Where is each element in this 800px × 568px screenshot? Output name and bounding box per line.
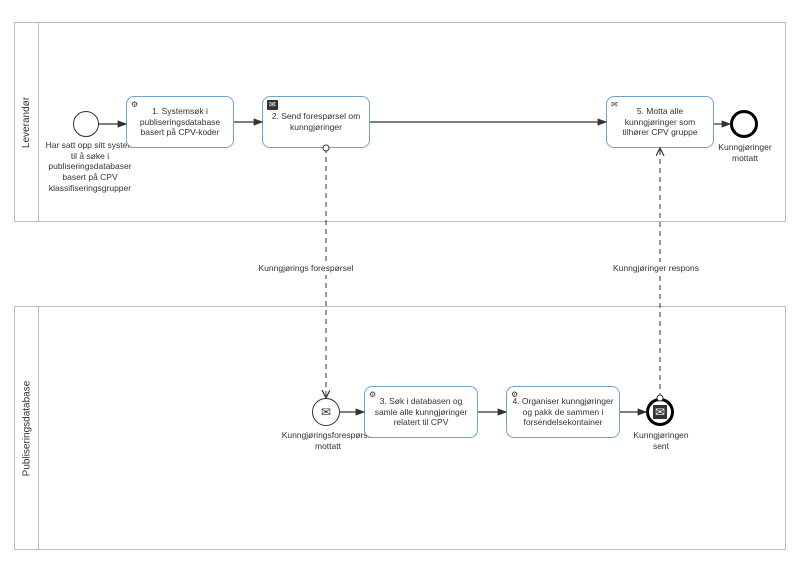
task-3-label: 3. Søk i databasen og samle alle kunngjø… xyxy=(369,396,473,428)
task-4-label: 4. Organiser kunngjøringer og pakk de sa… xyxy=(511,396,615,428)
end-event-top xyxy=(730,110,758,138)
pool-label-bottom: Publiseringsdatabase xyxy=(21,380,32,476)
pool-header-bottom: Publiseringsdatabase xyxy=(15,307,39,549)
pool-label-top: Leverandør xyxy=(21,96,32,147)
end-event-top-label: Kunngjøringer mottatt xyxy=(712,142,778,163)
task-4: ⚙ 4. Organiser kunngjøringer og pakk de … xyxy=(506,386,620,438)
task-1: ⚙ 1. Systemsøk i publiseringsdatabase ba… xyxy=(126,96,234,148)
message-flow-2-label: Kunngjøringer respons xyxy=(586,262,726,275)
task-1-label: 1. Systemsøk i publiseringsdatabase base… xyxy=(131,106,229,138)
task-2: ✉ 2. Send forespørsel om kunngjøringer xyxy=(262,96,370,148)
start-event-top xyxy=(73,111,99,137)
pool-header-top: Leverandør xyxy=(15,23,39,221)
send-icon: ✉ xyxy=(267,100,278,110)
gear-icon: ⚙ xyxy=(369,390,376,400)
receive-icon: ✉ xyxy=(611,100,618,110)
start-event-top-label: Har satt opp sitt system til å søke i pu… xyxy=(42,140,138,193)
envelope-icon: ✉ xyxy=(321,405,331,419)
start-event-bottom: ✉ xyxy=(312,398,340,426)
gear-icon: ⚙ xyxy=(511,390,518,400)
task-5-label: 5. Motta alle kunngjøringer som tilhører… xyxy=(611,106,709,138)
end-event-bottom-label: Kunngjøringen sent xyxy=(628,430,694,451)
task-3: ⚙ 3. Søk i databasen og samle alle kunng… xyxy=(364,386,478,438)
message-flow-1-label: Kunngjørings forespørsel xyxy=(236,262,376,275)
end-event-bottom: ✉ xyxy=(646,398,674,426)
gear-icon: ⚙ xyxy=(131,100,138,110)
task-5: ✉ 5. Motta alle kunngjøringer som tilhør… xyxy=(606,96,714,148)
envelope-filled-icon: ✉ xyxy=(653,405,667,419)
task-2-label: 2. Send forespørsel om kunngjøringer xyxy=(267,111,365,132)
